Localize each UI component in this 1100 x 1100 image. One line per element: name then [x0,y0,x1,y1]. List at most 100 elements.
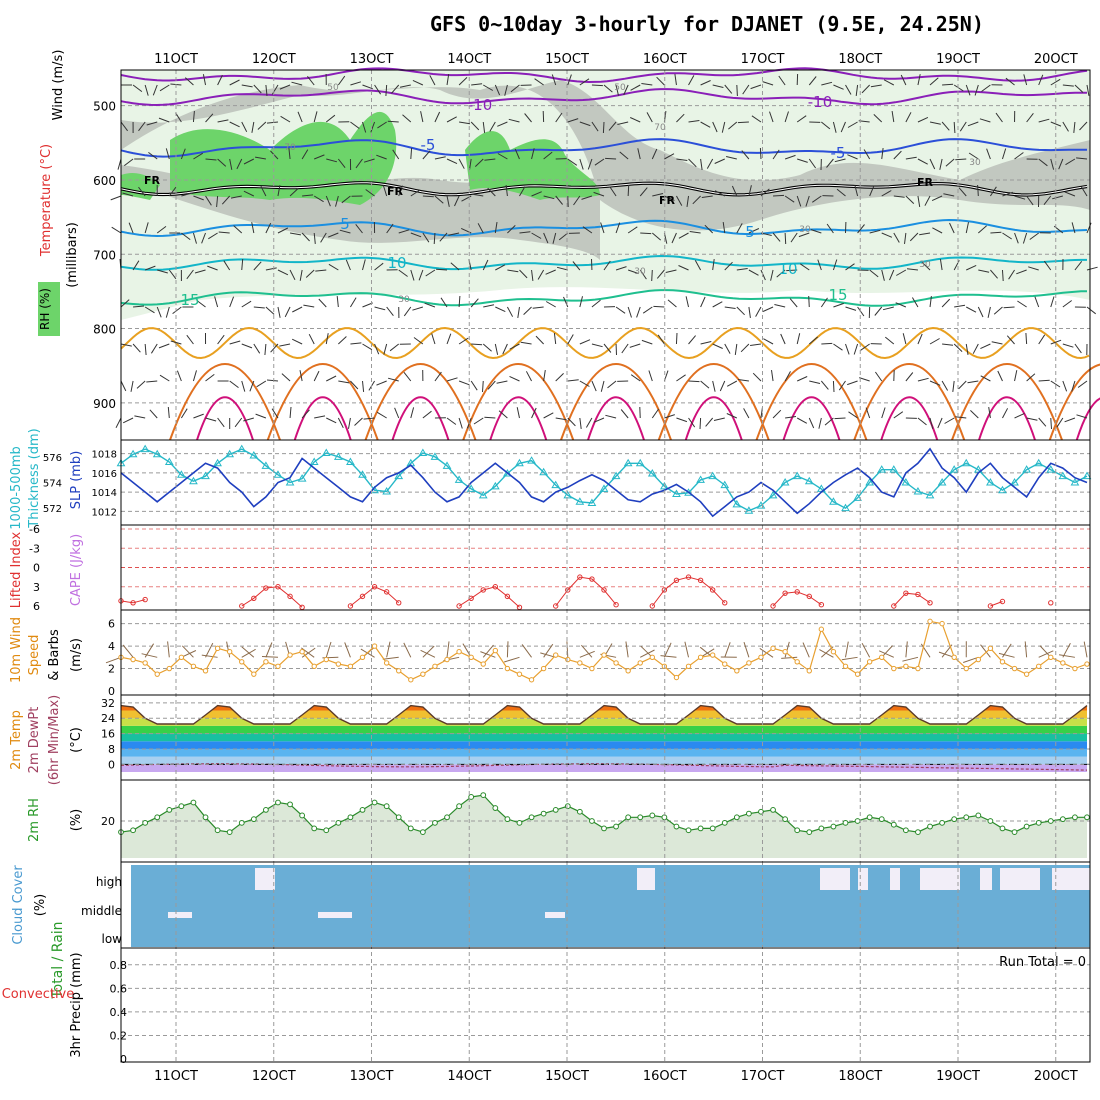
wind10-point [408,677,414,683]
lifted-index-line [120,599,146,604]
rh2m-point [214,827,221,834]
wind-barb [760,269,766,281]
wind-barb [755,306,762,317]
wind-barb [987,306,991,318]
wind-barb [1002,191,1013,197]
time-label-bottom: 14OCT [447,1069,491,1084]
wind-barb [402,114,412,123]
wind-barb [446,116,457,123]
wind-barb [808,158,817,169]
wind-barb [591,84,603,87]
thickness-point [466,484,476,492]
rh2m-point [685,827,692,834]
wind-barb [1001,148,1007,160]
wind-barb [967,380,979,384]
ylabel-wind: Wind (m/s) [51,50,66,121]
wind-barb [303,304,315,308]
wind-barb [193,152,204,160]
wind10-barb [819,649,834,658]
wind-barb [205,195,212,206]
temp-tick-label: 16 [101,728,115,741]
wind-barb [383,343,388,355]
thickness-point [503,469,512,477]
isotherm-label: FR [387,185,404,198]
wind-barb [389,343,400,352]
wind10-point [480,661,486,667]
wind10-barb [845,641,849,658]
wind-barb [181,192,193,197]
wind-barb [953,84,964,92]
wind-barb [861,84,871,94]
wind10-tick-label: 2 [108,663,115,676]
lifted-index-point [359,593,366,600]
rh2m-point [287,801,293,808]
wind-barb [458,77,468,86]
wind-barb [156,306,162,318]
wind-barb [676,195,683,206]
wind-barb [857,224,865,234]
rh2m-point [444,814,450,821]
wind-barb [1050,121,1062,127]
wind-barb [667,299,677,308]
wind-barb [337,417,344,429]
wind-barb [265,267,277,271]
wind-barb [482,259,489,271]
lifted-index-point [383,589,390,595]
wind-barb [1064,417,1076,423]
ylabel-10m-wind: 10m Wind [9,617,24,683]
wind-barb [605,157,617,160]
wind-barb [988,407,991,419]
wind-barb [374,306,386,311]
wind-barb [471,343,483,346]
time-label-bottom: 17OCT [741,1069,785,1084]
thickness-point [696,475,705,483]
wind-barb [1071,222,1076,234]
wind-barb [138,121,146,132]
wind-barb [496,380,508,384]
wind-barb [271,84,279,95]
li-tick-label: 3 [33,581,40,594]
isotherm-label: 70 [284,143,296,153]
rh2m-point [480,792,487,798]
wind10-point [323,656,329,663]
wind-barb [134,415,146,419]
wind-barb [307,75,315,86]
wind-barb [265,306,275,315]
wind-barb [931,195,943,202]
li-tick-label: -3 [29,542,40,555]
wind-barb [993,306,1003,315]
isotherm-label: 5 [745,223,755,241]
wind-barb [968,152,979,160]
lifted-index-point [709,587,716,593]
wind-barb [603,84,613,93]
lifted-index-point [577,574,583,580]
wind-barb [193,195,204,201]
wind-barb [386,306,394,317]
wind-barb [424,302,436,308]
wind-barb [884,336,895,345]
rh2m-point [311,825,318,832]
wind10-barb [1083,641,1088,658]
wind-barb [712,259,715,271]
wind10-point [770,645,776,652]
thickness-point [249,451,259,459]
wind-barb [762,306,774,312]
wind-barb [896,269,907,276]
rh2m-point [782,816,789,823]
wind-barb [205,113,214,123]
wind-barb [567,74,572,86]
wind-barb [796,417,808,424]
thickness-point [321,448,331,456]
rh2m-point [347,814,354,821]
wind-barb [391,84,400,94]
wind-barb [642,306,653,314]
cloud-level-label: low [102,932,123,946]
thickness-point [563,490,573,499]
wind-barb [186,334,194,345]
rh2m-point [468,794,475,800]
cloud-level-label: middle [81,904,122,918]
rh-green-area-1 [170,111,397,205]
rh2m-point [673,823,680,830]
cloud-high-block [920,868,960,890]
rh2m-point [842,819,849,826]
